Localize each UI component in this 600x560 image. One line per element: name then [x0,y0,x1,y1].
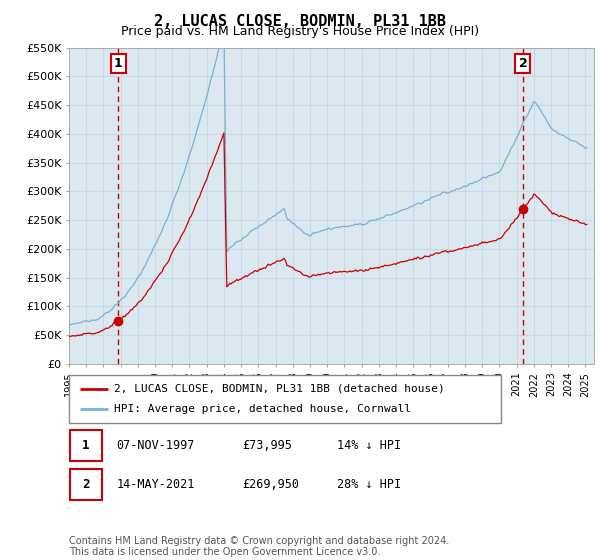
Text: 28% ↓ HPI: 28% ↓ HPI [337,478,401,491]
Text: Price paid vs. HM Land Registry's House Price Index (HPI): Price paid vs. HM Land Registry's House … [121,25,479,38]
Text: 2: 2 [518,57,527,70]
Text: 1: 1 [113,57,122,70]
Text: HPI: Average price, detached house, Cornwall: HPI: Average price, detached house, Corn… [115,404,412,414]
Bar [70,430,102,461]
Text: 1: 1 [82,439,90,452]
Text: £269,950: £269,950 [242,478,299,491]
Bar [70,469,102,500]
Text: 2, LUCAS CLOSE, BODMIN, PL31 1BB (detached house): 2, LUCAS CLOSE, BODMIN, PL31 1BB (detach… [115,384,445,394]
Text: Contains HM Land Registry data © Crown copyright and database right 2024.
This d: Contains HM Land Registry data © Crown c… [69,535,449,557]
Text: 14% ↓ HPI: 14% ↓ HPI [337,439,401,452]
Text: 14-MAY-2021: 14-MAY-2021 [116,478,195,491]
Text: 2: 2 [82,478,90,491]
Text: 07-NOV-1997: 07-NOV-1997 [116,439,195,452]
Text: 2, LUCAS CLOSE, BODMIN, PL31 1BB: 2, LUCAS CLOSE, BODMIN, PL31 1BB [154,14,446,29]
Text: £73,995: £73,995 [242,439,292,452]
